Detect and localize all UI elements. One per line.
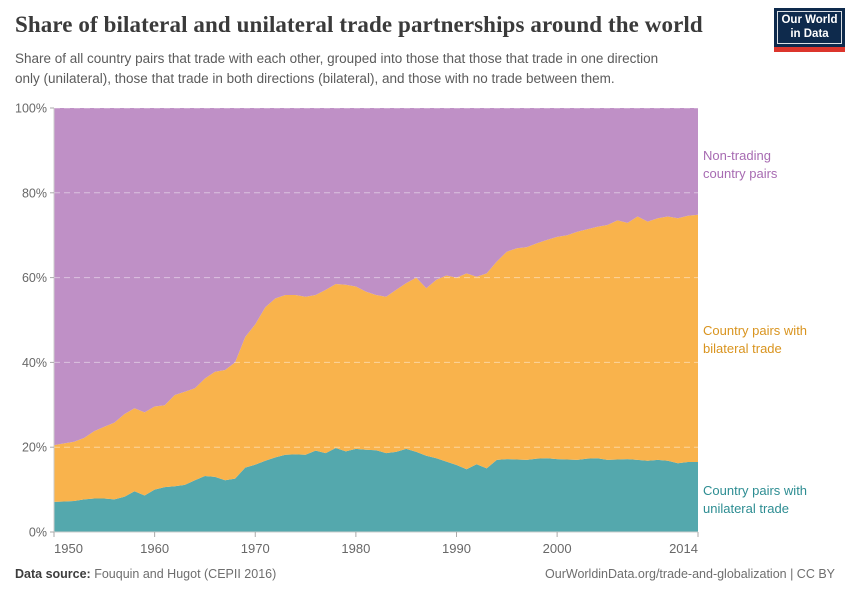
y-tick-label: 20% [22, 441, 47, 455]
y-tick-label: 0% [29, 526, 47, 540]
y-tick-label: 80% [22, 186, 47, 200]
page-title: Share of bilateral and unilateral trade … [15, 12, 703, 37]
x-tick-label: 1960 [140, 541, 169, 556]
subtitle-line-2: only (unilateral), those that trade in b… [15, 71, 615, 87]
series-label-line: bilateral trade [703, 340, 782, 356]
series-label-non-trading: Non-trading country pairs [703, 147, 828, 182]
owid-logo-inner-border: Our World in Data [777, 11, 842, 44]
area-country-pairs-with-bilateral-trade [54, 214, 698, 502]
chart-subtitle: Share of all country pairs that trade wi… [15, 49, 765, 90]
x-tick-label: 2014 [669, 541, 698, 556]
data-source-label: Data source: [15, 567, 91, 581]
series-label-line: Country pairs with [703, 483, 808, 498]
series-label-line: country pairs [703, 165, 778, 181]
owid-logo: Our World in Data [774, 8, 845, 52]
owid-url-link[interactable]: OurWorldinData.org/trade-and-globalizati… [545, 567, 835, 581]
y-tick-label: 40% [22, 356, 47, 370]
x-tick-label: 1990 [442, 541, 471, 556]
owid-logo-text-line1: Our World [781, 14, 838, 27]
y-tick-label: 60% [22, 271, 47, 285]
x-tick-label: 1950 [54, 541, 83, 556]
y-tick-label: 100% [15, 102, 47, 116]
series-label-unilateral: Country pairs with unilateral trade [703, 482, 828, 517]
series-label-line: Non-trading [703, 148, 771, 163]
area-non-trading-country-pairs [54, 108, 698, 446]
chart-footer: Data source: Fouquin and Hugot (CEPII 20… [15, 567, 835, 581]
x-tick-label: 1980 [341, 541, 370, 556]
data-source-text: Fouquin and Hugot (CEPII 2016) [90, 567, 277, 581]
x-tick-label: 1970 [241, 541, 270, 556]
series-label-line: Country pairs with [703, 323, 808, 338]
series-label-bilateral: Country pairs with bilateral trade [703, 322, 828, 357]
x-tick-label: 2000 [543, 541, 572, 556]
series-label-line: unilateral trade [703, 500, 789, 516]
owid-logo-text-line2: in Data [790, 27, 829, 40]
area-country-pairs-with-unilateral-trade [54, 448, 698, 532]
subtitle-line-1: Share of all country pairs that trade wi… [15, 51, 659, 66]
